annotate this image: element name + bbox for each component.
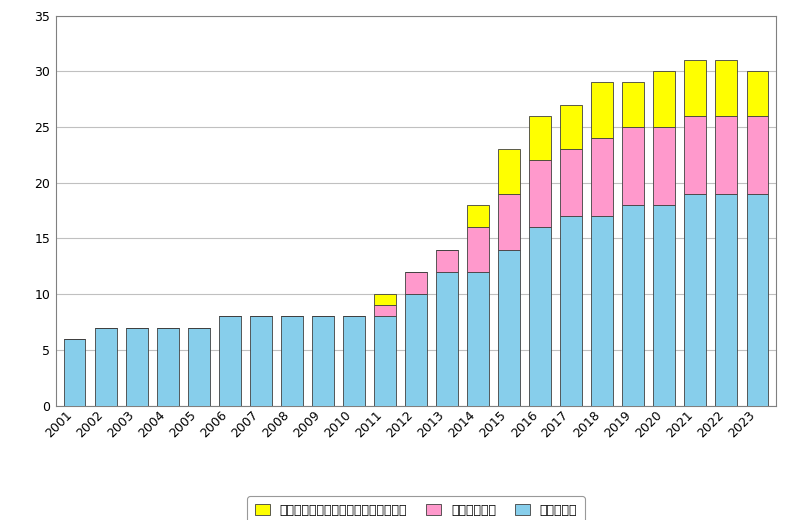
Bar [654,71,675,127]
Bar [281,317,302,406]
Bar [654,205,675,406]
Bar [157,328,178,406]
Bar [374,317,396,406]
Bar [343,317,365,406]
Bar [374,294,396,305]
Bar [591,138,613,216]
Bar [498,250,520,406]
Bar [591,83,613,138]
Bar [405,272,427,294]
Bar [622,127,644,205]
Bar [560,105,582,149]
Bar [622,83,644,127]
Bar [746,194,768,406]
Bar [467,205,489,227]
Bar [715,194,738,406]
Bar [312,317,334,406]
Bar [746,116,768,194]
Bar [436,250,458,272]
Bar [467,227,489,272]
Bar [530,116,551,161]
Bar [654,127,675,205]
Bar [746,71,768,116]
Bar [685,194,706,406]
Bar [560,149,582,216]
Bar [374,305,396,317]
Bar [498,149,520,194]
Bar [530,227,551,406]
Bar [715,60,738,116]
Bar [685,60,706,116]
Bar [467,272,489,406]
Bar [715,116,738,194]
Bar [436,272,458,406]
Bar [530,161,551,227]
Bar [94,328,117,406]
Legend: コバルトリッチ鉄・マンガンクラスト, 多金属硫化物, 多金属団塊: コバルトリッチ鉄・マンガンクラスト, 多金属硫化物, 多金属団塊 [247,496,585,520]
Bar [188,328,210,406]
Bar [126,328,147,406]
Bar [591,216,613,406]
Bar [405,294,427,406]
Bar [219,317,241,406]
Bar [250,317,272,406]
Bar [64,339,86,406]
Bar [498,194,520,250]
Bar [685,116,706,194]
Bar [560,216,582,406]
Bar [622,205,644,406]
